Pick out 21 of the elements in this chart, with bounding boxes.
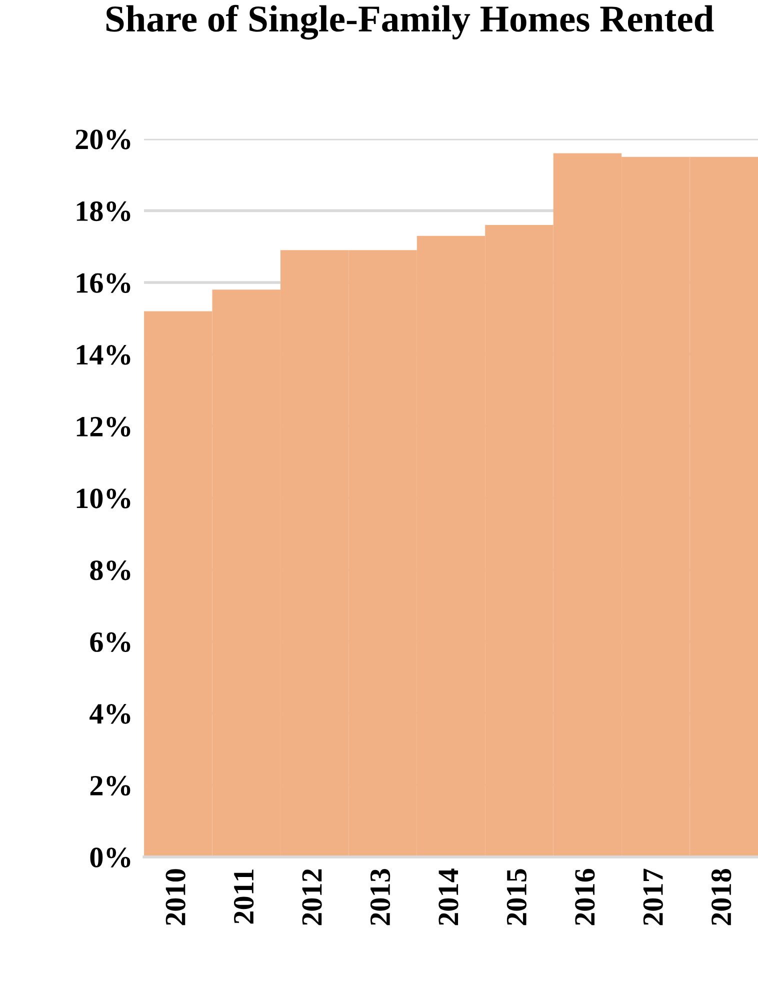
x-tick-label: 2012: [302, 869, 322, 926]
x-tick-label: 2010: [166, 869, 186, 926]
y-tick-label: 16%: [76, 273, 130, 293]
y-tick-label: 6%: [90, 632, 130, 652]
x-tick-label: 2014: [438, 868, 458, 926]
chart-title: Share of Single-Family Homes Rented: [106, 4, 714, 40]
x-tick-label: 2011: [234, 870, 254, 924]
y-tick-label: 12%: [76, 416, 130, 437]
y-tick-label: 20%: [76, 130, 130, 150]
y-tick-label: 2%: [90, 776, 130, 796]
y-tick-label: 14%: [76, 345, 130, 365]
x-tick-label: 2018: [712, 869, 732, 926]
x-tick-label: 2017: [643, 868, 663, 926]
x-tick-label: 2013: [370, 869, 390, 926]
y-tick-label: 18%: [76, 201, 130, 222]
y-tick-label: 4%: [90, 704, 130, 724]
x-tick-label: 2016: [575, 868, 595, 926]
y-tick-label: 8%: [90, 560, 130, 580]
y-tick-label: 10%: [76, 488, 130, 508]
x-tick-label: 2015: [506, 869, 527, 926]
y-tick-label: 0%: [90, 848, 130, 868]
